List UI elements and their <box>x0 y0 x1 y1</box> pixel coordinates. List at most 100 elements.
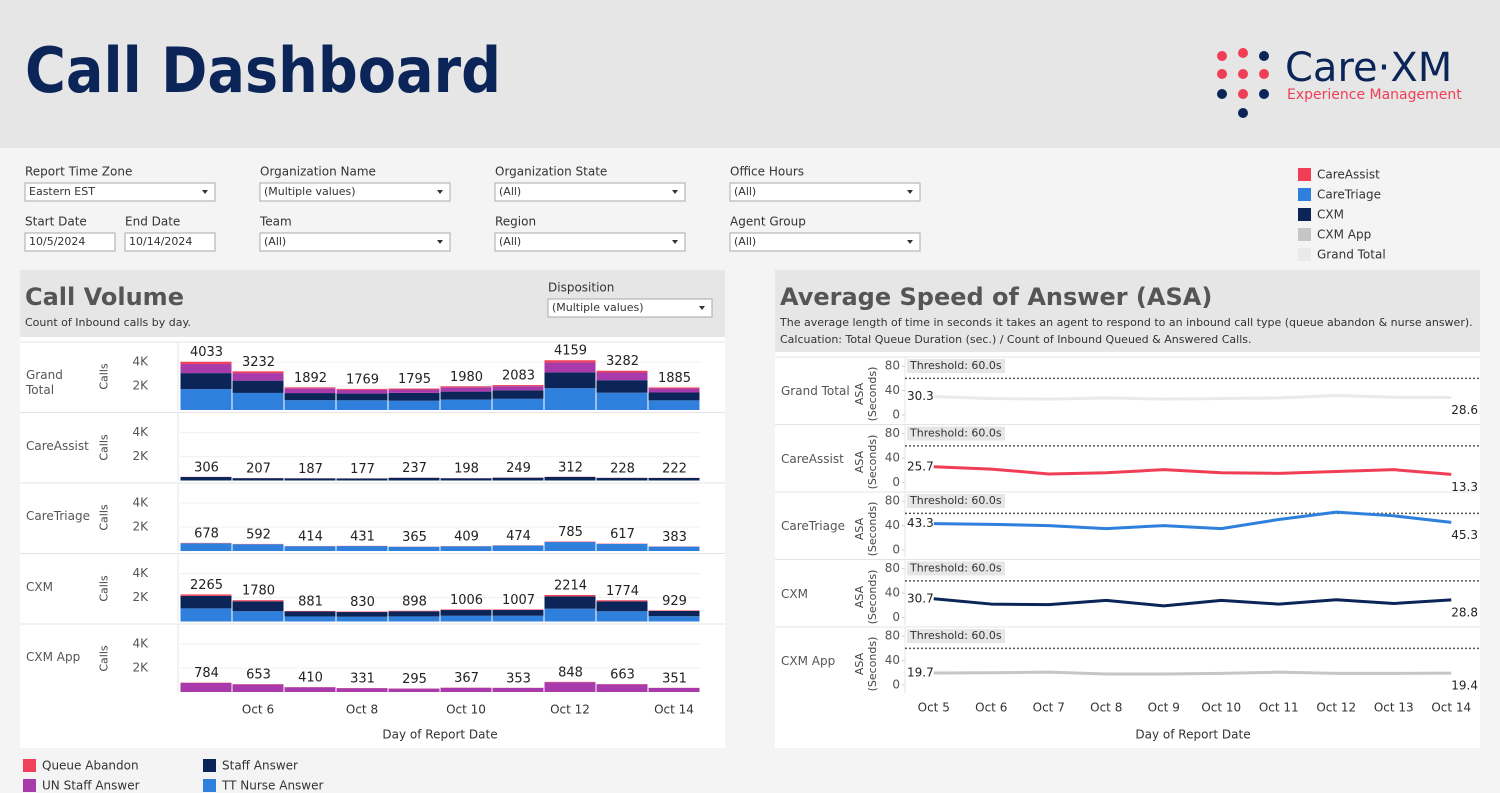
y-axis-title: Calls <box>97 363 111 390</box>
row-label: CXM <box>781 586 808 601</box>
bar-segment <box>180 682 232 692</box>
bar-segment <box>544 360 596 363</box>
dropdown[interactable] <box>729 232 921 252</box>
value-label: 28.8 <box>1451 605 1478 619</box>
filter-value: (Multiple values) <box>552 301 644 314</box>
filter-label: Organization State <box>495 165 607 179</box>
y-tick-label: 4K <box>132 425 149 439</box>
total-label: 4159 <box>554 344 587 359</box>
bar-segment <box>440 610 492 616</box>
bar-segment <box>492 477 544 481</box>
bar-segment <box>284 616 336 622</box>
dropdown[interactable] <box>729 182 921 202</box>
bar-segment <box>284 400 336 410</box>
value-label: 43.3 <box>907 516 934 530</box>
total-label: 383 <box>662 530 687 545</box>
bar-segment <box>388 611 440 617</box>
y-axis-title: ASA (Seconds) <box>853 636 879 692</box>
dropdown[interactable] <box>547 298 713 318</box>
bar-segment <box>492 610 544 616</box>
threshold-label: Threshold: 60.0s <box>909 494 1002 507</box>
bar-segment <box>596 601 648 612</box>
bar-segment <box>232 478 284 481</box>
dropdown-arrow <box>699 306 705 310</box>
y-tick-label: 4K <box>132 496 149 510</box>
dropdown[interactable] <box>24 182 216 202</box>
value-label: 30.7 <box>907 591 934 605</box>
bar-segment <box>648 610 700 617</box>
bar-segment <box>232 600 284 602</box>
value-label: 45.3 <box>1451 528 1478 542</box>
total-label: 2265 <box>190 578 223 593</box>
filter-value: 10/5/2024 <box>29 235 85 248</box>
bar-segment <box>440 609 492 611</box>
bar-segment <box>284 546 336 551</box>
y-axis-title: ASA (Seconds) <box>853 501 879 557</box>
x-tick-label: Oct 12 <box>1316 701 1356 715</box>
dropdown[interactable] <box>259 182 451 202</box>
bar-segment <box>492 545 544 551</box>
bar-segment <box>648 546 700 551</box>
threshold-label-bg <box>907 359 1005 373</box>
bar-segment <box>336 388 388 390</box>
total-label: 898 <box>402 594 427 609</box>
threshold-label: Threshold: 60.0s <box>909 562 1002 575</box>
value-label: 19.7 <box>907 665 934 679</box>
dropdown[interactable] <box>494 232 686 252</box>
date-input[interactable] <box>24 232 116 252</box>
bar-segment <box>388 392 440 401</box>
threshold-label: Threshold: 60.0s <box>909 427 1002 440</box>
y-tick-label: 80 <box>885 629 900 643</box>
total-label: 187 <box>298 462 323 477</box>
bar-segment <box>232 611 284 622</box>
legend-swatch <box>1298 248 1311 261</box>
date-input[interactable] <box>124 232 216 252</box>
filter-value: (All) <box>734 185 756 198</box>
row-label: CXM <box>26 579 53 594</box>
total-label: 678 <box>194 526 219 541</box>
bar-segment <box>544 362 596 373</box>
chart-title: Average Speed of Answer (ASA) <box>780 283 1212 311</box>
bar-segment <box>492 687 544 692</box>
row-label: CareTriage <box>26 509 90 523</box>
x-tick-label: Oct 13 <box>1374 701 1414 715</box>
bar-segment <box>492 386 544 391</box>
bar-segment <box>284 388 336 394</box>
total-label: 1892 <box>294 371 327 386</box>
y-axis-title: ASA (Seconds) <box>853 366 879 422</box>
dropdown[interactable] <box>259 232 451 252</box>
legend-swatch <box>23 779 36 792</box>
bar-segment <box>648 400 700 410</box>
bar-segment <box>232 392 284 410</box>
bar-segment <box>232 371 284 374</box>
dropdown-arrow <box>437 190 443 194</box>
y-tick-label: 2K <box>132 449 149 463</box>
bar-segment <box>596 372 648 381</box>
total-label: 222 <box>662 461 687 476</box>
bar-segment <box>284 393 336 401</box>
legend-label: CareAssist <box>1317 168 1380 182</box>
bar-segment <box>284 611 336 617</box>
dropdown[interactable] <box>494 182 686 202</box>
bar-segment <box>336 393 388 401</box>
bar-segment <box>180 389 232 410</box>
y-tick-label: 40 <box>885 383 900 397</box>
bar-segment <box>544 372 596 389</box>
y-tick-label: 4K <box>132 566 149 580</box>
legend-label: TT Nurse Answer <box>221 779 323 793</box>
x-tick-label: Oct 5 <box>918 701 950 715</box>
dropdown-arrow <box>907 190 913 194</box>
filter-value: (All) <box>264 235 286 248</box>
bar-segment <box>440 478 492 481</box>
bar-segment <box>440 386 492 388</box>
bar-segment <box>180 608 232 622</box>
bar-segment <box>180 595 232 609</box>
line-series <box>933 670 1452 676</box>
line-series <box>933 510 1452 531</box>
dropdown-arrow <box>437 240 443 244</box>
legend-label: Queue Abandon <box>42 759 139 773</box>
bar-segment <box>492 609 544 611</box>
y-axis-title: ASA (Seconds) <box>853 434 879 489</box>
total-label: 312 <box>558 460 583 475</box>
